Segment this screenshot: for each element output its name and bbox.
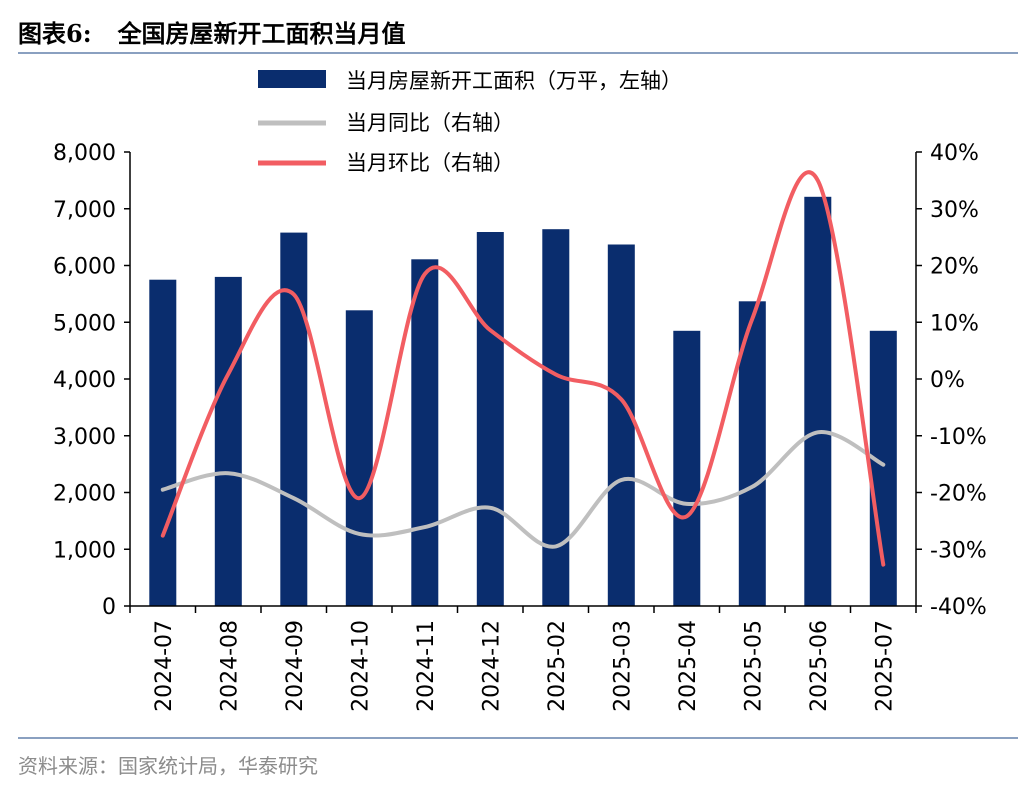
x-tick-label: 2025-03 <box>610 620 635 712</box>
left-tick-label: 3,000 <box>53 425 116 450</box>
x-tick-label: 2025-02 <box>545 620 570 712</box>
bar <box>673 330 701 606</box>
left-tick-label: 5,000 <box>53 311 116 336</box>
figure-title-text: 全国房屋新开工面积当月值 <box>117 19 406 48</box>
right-tick-label: -20% <box>930 482 987 507</box>
title-rule <box>18 52 1018 54</box>
x-tick-label: 2025-04 <box>676 620 701 712</box>
x-tick-label: 2025-06 <box>807 620 832 712</box>
yoy-line <box>160 430 886 549</box>
right-tick-label: -40% <box>930 595 987 620</box>
mom-line <box>160 170 886 567</box>
left-tick-label: 2,000 <box>53 482 116 507</box>
legend-label: 当月同比（右轴） <box>346 111 514 135</box>
x-tick-label: 2024-11 <box>414 620 439 712</box>
x-tick-label: 2024-07 <box>152 620 177 712</box>
x-tick-label: 2024-12 <box>479 620 504 712</box>
right-tick-label: 20% <box>930 255 979 280</box>
bar <box>607 244 635 606</box>
bar <box>345 310 373 606</box>
right-tick-label: 10% <box>930 311 979 336</box>
right-tick-label: 30% <box>930 198 979 223</box>
x-tick-label: 2024-09 <box>283 620 308 712</box>
left-tick-label: 6,000 <box>53 255 116 280</box>
bar-series <box>149 196 897 607</box>
right-tick-label: 40% <box>930 141 979 166</box>
bar <box>542 229 570 606</box>
footer-rule <box>18 737 1018 739</box>
legend-label: 当月环比（右轴） <box>346 151 514 175</box>
left-tick-label: 4,000 <box>53 368 116 393</box>
right-tick-label: -10% <box>930 425 987 450</box>
bar <box>804 196 832 607</box>
legend-label: 当月房屋新开工面积（万平，左轴） <box>346 69 682 93</box>
left-tick-label: 7,000 <box>53 198 116 223</box>
legend-swatch-bar <box>258 70 326 88</box>
x-tick-label: 2024-10 <box>348 620 373 712</box>
figure-title: 图表6: 全国房屋新开工面积当月值 <box>18 14 406 49</box>
left-tick-label: 8,000 <box>53 141 116 166</box>
left-tick-label: 1,000 <box>53 538 116 563</box>
figure-label: 图表6: <box>18 19 92 48</box>
right-tick-label: 0% <box>930 368 965 393</box>
left-tick-label: 0 <box>102 595 116 620</box>
bar <box>411 259 439 606</box>
right-tick-label: -30% <box>930 538 987 563</box>
x-tick-label: 2025-05 <box>741 620 766 712</box>
bar <box>214 276 242 606</box>
legend <box>258 70 326 166</box>
x-tick-label: 2025-07 <box>872 620 897 712</box>
bar <box>476 232 504 606</box>
source-note: 资料来源：国家统计局，华泰研究 <box>18 754 318 778</box>
bar <box>149 279 177 606</box>
x-tick-label: 2024-08 <box>217 620 242 712</box>
